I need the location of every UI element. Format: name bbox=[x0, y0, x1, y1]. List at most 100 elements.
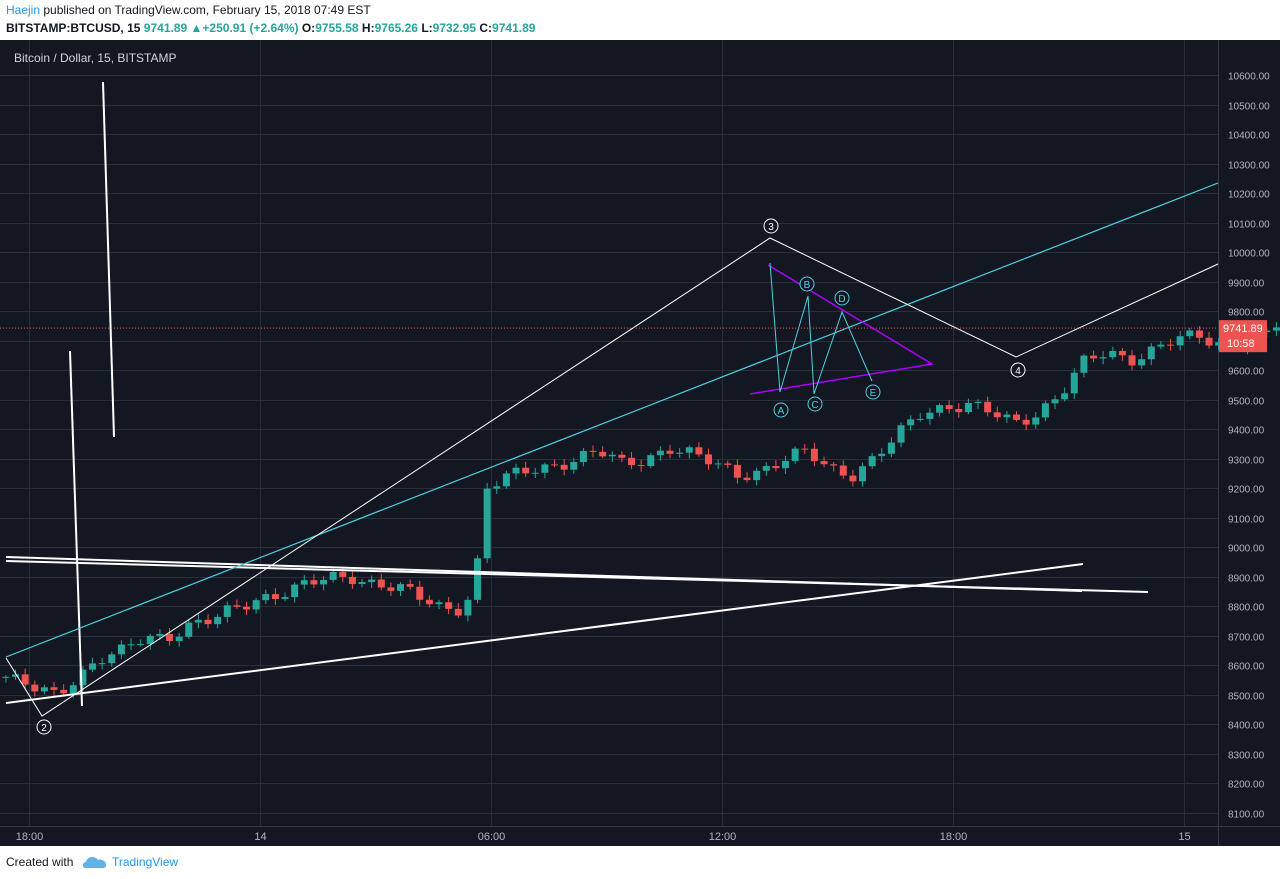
close-value: 9741.89 bbox=[492, 21, 536, 35]
up-arrow-icon: ▲ bbox=[190, 21, 203, 35]
candle-body bbox=[637, 465, 645, 467]
candle-body bbox=[194, 619, 202, 623]
candle-body bbox=[676, 452, 684, 454]
candle-body bbox=[955, 409, 963, 413]
candle-body bbox=[974, 401, 982, 403]
candle-body bbox=[1013, 414, 1021, 420]
price-tick-label: 8600.00 bbox=[1228, 662, 1265, 673]
price-change: +250.91 (+2.64%) bbox=[202, 21, 299, 35]
chart-title: Bitcoin / Dollar, 15, BITSTAMP bbox=[14, 51, 177, 65]
price-tick-label: 9600.00 bbox=[1228, 367, 1265, 378]
candle-body bbox=[98, 663, 106, 665]
candle-body bbox=[647, 455, 655, 467]
candle-body bbox=[733, 464, 741, 478]
time-tick-label: 18:00 bbox=[940, 831, 968, 843]
price-tag-value: 9741.89 bbox=[1223, 323, 1263, 335]
candle-body bbox=[387, 587, 395, 591]
triangle-boundary bbox=[749, 264, 935, 395]
candle-body bbox=[724, 463, 732, 465]
candle-body bbox=[262, 594, 270, 601]
candle-body bbox=[31, 684, 39, 692]
author-link[interactable]: Haejin bbox=[6, 3, 41, 17]
candle-body bbox=[589, 450, 597, 452]
abcde-path bbox=[769, 262, 873, 395]
candle-body bbox=[1195, 330, 1203, 338]
candle-body bbox=[12, 674, 20, 677]
low-value: 9732.95 bbox=[432, 21, 477, 35]
price-tick-label: 9200.00 bbox=[1228, 485, 1265, 496]
candle-body bbox=[791, 448, 799, 461]
price-tick-label: 8500.00 bbox=[1228, 692, 1265, 703]
triangle-label: B bbox=[804, 280, 811, 291]
candles bbox=[2, 321, 1280, 699]
candle-body bbox=[1186, 330, 1194, 337]
chart-area[interactable]: 2 3 4 A B C D E 8100.00 8200.00 8300.00 8400.00 850… bbox=[0, 40, 1280, 846]
tradingview-cloud-icon bbox=[83, 857, 106, 868]
vertical-marker-line bbox=[102, 81, 115, 438]
price-tick-label: 10100.00 bbox=[1228, 220, 1270, 231]
last-price: 9741.89 bbox=[143, 21, 188, 35]
candle-body bbox=[79, 669, 87, 686]
candle-body bbox=[1109, 350, 1117, 358]
time-tick-label: 18:00 bbox=[16, 831, 44, 843]
triangle-label-circle bbox=[834, 290, 850, 306]
candle-body bbox=[493, 486, 501, 489]
triangle-label-circle bbox=[865, 384, 881, 400]
candle-body bbox=[252, 600, 260, 610]
candle-body bbox=[1176, 336, 1184, 346]
triangle-label-circle bbox=[799, 276, 815, 292]
candle-body bbox=[117, 644, 125, 655]
candle-body bbox=[320, 579, 328, 585]
price-tick-label: 8400.00 bbox=[1228, 721, 1265, 732]
price-tick-label: 8100.00 bbox=[1228, 810, 1265, 821]
low-label: L: bbox=[421, 21, 433, 35]
tradingview-link[interactable]: TradingView bbox=[112, 855, 179, 869]
time-axis[interactable]: 18:00 14 06:00 12:00 18:00 15 bbox=[16, 831, 1191, 843]
price-tick-label: 8800.00 bbox=[1228, 603, 1265, 614]
channel-line bbox=[5, 563, 1084, 704]
price-tag bbox=[1219, 320, 1267, 353]
candle-body bbox=[666, 450, 674, 454]
price-tick-label: 10500.00 bbox=[1228, 102, 1270, 113]
candle-body bbox=[512, 467, 520, 474]
triangle-label-circle bbox=[807, 396, 823, 412]
candle-body bbox=[705, 454, 713, 465]
candlestick-chart[interactable]: 2 3 4 A B C D E 8100.00 8200.00 8300.00 8400.00 850… bbox=[0, 40, 1280, 846]
price-tick-label: 10200.00 bbox=[1228, 190, 1270, 201]
candle-body bbox=[984, 401, 992, 413]
candle-body bbox=[1090, 355, 1098, 359]
candle-body bbox=[300, 580, 308, 585]
candle-body bbox=[801, 448, 809, 450]
candle-body bbox=[243, 606, 251, 610]
candle-body bbox=[69, 685, 77, 694]
drawings: 2 3 4 A B C D E bbox=[0, 81, 1219, 735]
price-tick-label: 9800.00 bbox=[1228, 308, 1265, 319]
candle-body bbox=[560, 464, 568, 470]
publication-line: Haejin published on TradingView.com, Feb… bbox=[6, 3, 371, 17]
candle-body bbox=[608, 454, 616, 457]
price-tick-label: 9000.00 bbox=[1228, 544, 1265, 555]
price-axis[interactable]: 8100.00 8200.00 8300.00 8400.00 8500.00 8600.… bbox=[1219, 72, 1270, 821]
candle-body bbox=[89, 663, 97, 670]
close-label: C: bbox=[479, 21, 493, 35]
candle-body bbox=[425, 599, 433, 605]
candle-body bbox=[628, 457, 636, 466]
candle-body bbox=[916, 418, 924, 420]
price-tag-countdown: 10:58 bbox=[1227, 338, 1255, 350]
candle-body bbox=[907, 419, 915, 426]
candle-body bbox=[820, 461, 828, 465]
candle-body bbox=[1041, 403, 1049, 418]
candle-body bbox=[859, 466, 867, 482]
candle-body bbox=[531, 472, 539, 474]
candle-body bbox=[926, 412, 934, 419]
wave-label: 2 bbox=[41, 723, 47, 734]
candle-body bbox=[21, 674, 29, 685]
candle-body bbox=[2, 676, 10, 678]
price-tick-label: 9300.00 bbox=[1228, 456, 1265, 467]
candle-body bbox=[579, 450, 587, 462]
candle-body bbox=[358, 582, 366, 585]
price-tick-label: 9900.00 bbox=[1228, 279, 1265, 290]
candle-body bbox=[839, 465, 847, 476]
candle-body bbox=[570, 461, 578, 470]
candle-body bbox=[1051, 399, 1059, 404]
